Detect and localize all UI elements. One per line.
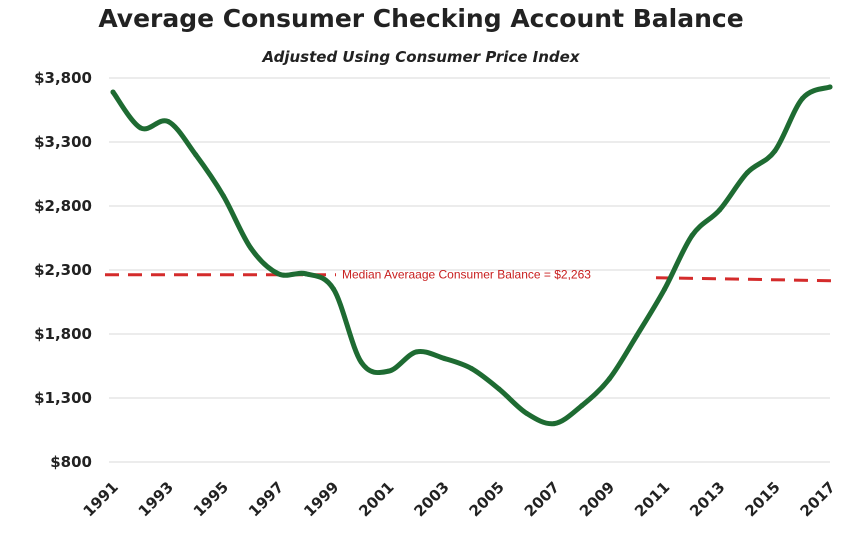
y-tick-label: $2,800 bbox=[34, 197, 92, 215]
x-tick-label: 2015 bbox=[741, 478, 783, 520]
x-axis-ticks: 1991 1993 1995 1997 1999 2001 2003 2005 2007 2009… bbox=[80, 478, 839, 520]
data-point bbox=[165, 119, 171, 125]
data-point bbox=[110, 89, 116, 95]
series-line bbox=[110, 84, 833, 427]
data-point bbox=[248, 245, 254, 251]
series-group bbox=[110, 84, 833, 427]
x-tick-label: 2011 bbox=[631, 478, 673, 520]
y-tick-label: $3,300 bbox=[34, 133, 92, 151]
data-point bbox=[386, 368, 392, 374]
x-tick-label: 2013 bbox=[686, 478, 728, 520]
y-tick-label: $1,800 bbox=[34, 325, 92, 343]
x-tick-label: 2017 bbox=[797, 478, 839, 520]
data-point bbox=[744, 170, 750, 176]
data-point bbox=[303, 271, 309, 277]
data-point bbox=[331, 286, 337, 292]
chart-subtitle: Adjusted Using Consumer Price Index bbox=[262, 48, 580, 66]
median-reference-line bbox=[655, 276, 833, 283]
data-point bbox=[275, 271, 281, 277]
data-point bbox=[220, 193, 226, 199]
data-point bbox=[772, 148, 778, 154]
x-tick-label: 1991 bbox=[80, 478, 122, 520]
data-point bbox=[551, 421, 557, 427]
y-tick-label: $3,800 bbox=[34, 69, 92, 87]
data-point bbox=[441, 355, 447, 361]
x-tick-label: 1995 bbox=[190, 478, 232, 520]
data-point bbox=[606, 376, 612, 382]
data-point bbox=[799, 95, 805, 101]
data-point bbox=[469, 366, 474, 372]
data-point bbox=[662, 286, 668, 292]
y-axis-ticks: $800 $1,300 $1,800 $2,300 $2,800 $3,300 $3,800 bbox=[34, 69, 92, 471]
x-tick-label: 1997 bbox=[245, 478, 287, 520]
x-tick-label: 1993 bbox=[135, 478, 177, 520]
data-point bbox=[689, 232, 695, 238]
x-tick-label: 1999 bbox=[300, 478, 342, 520]
data-point bbox=[717, 207, 723, 213]
x-tick-label: 2001 bbox=[355, 478, 397, 520]
data-point bbox=[634, 332, 640, 338]
x-tick-label: 2003 bbox=[411, 478, 453, 520]
y-tick-label: $1,300 bbox=[34, 389, 92, 407]
data-point bbox=[358, 359, 364, 365]
data-point bbox=[524, 410, 530, 416]
median-reference-label: Median Averaage Consumer Balance = $2,26… bbox=[342, 268, 591, 282]
data-point bbox=[496, 386, 502, 392]
data-point bbox=[827, 84, 833, 90]
data-point bbox=[413, 349, 419, 355]
data-point bbox=[193, 152, 199, 158]
x-tick-label: 2009 bbox=[576, 478, 618, 520]
x-tick-label: 2005 bbox=[466, 478, 508, 520]
y-tick-label: $800 bbox=[50, 453, 92, 471]
data-point bbox=[138, 125, 144, 131]
chart-title: Average Consumer Checking Account Balanc… bbox=[98, 4, 744, 33]
y-tick-label: $2,300 bbox=[34, 261, 92, 279]
x-tick-label: 2007 bbox=[521, 478, 563, 520]
data-point bbox=[579, 403, 585, 409]
